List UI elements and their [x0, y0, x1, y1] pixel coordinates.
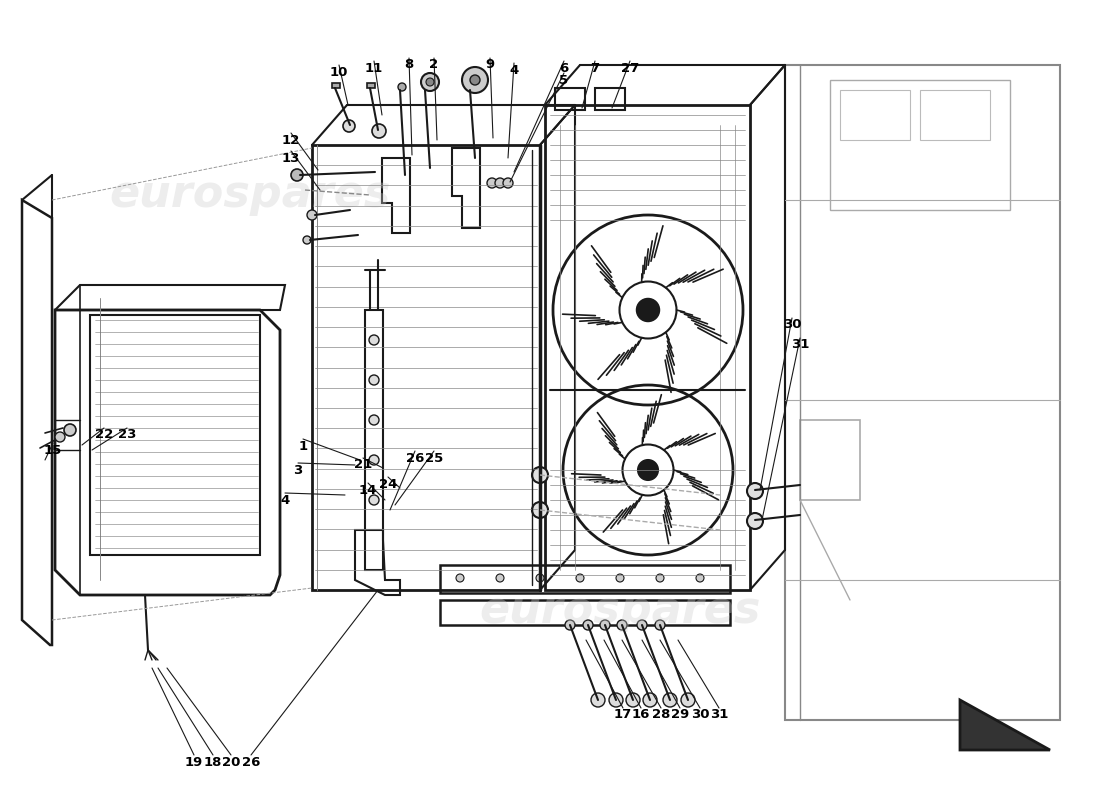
Text: 10: 10 — [330, 66, 349, 78]
Bar — [367, 83, 375, 88]
Circle shape — [616, 574, 624, 582]
Bar — [556, 88, 585, 110]
Circle shape — [372, 124, 386, 138]
Text: 30: 30 — [691, 709, 710, 722]
Circle shape — [302, 236, 311, 244]
Circle shape — [495, 178, 505, 188]
Circle shape — [591, 693, 605, 707]
Circle shape — [536, 574, 544, 582]
Circle shape — [583, 620, 593, 630]
Circle shape — [368, 335, 379, 345]
Text: 8: 8 — [405, 58, 414, 71]
Text: 11: 11 — [365, 62, 383, 74]
Bar — [90, 315, 260, 555]
Circle shape — [600, 620, 610, 630]
Text: 2: 2 — [429, 58, 439, 71]
Text: 26: 26 — [406, 451, 425, 465]
Circle shape — [368, 415, 379, 425]
Bar — [365, 310, 383, 570]
Text: 5: 5 — [560, 74, 569, 86]
Polygon shape — [960, 700, 1050, 750]
Circle shape — [654, 620, 666, 630]
Circle shape — [368, 495, 379, 505]
Text: 6: 6 — [560, 62, 569, 74]
Circle shape — [532, 502, 548, 518]
Circle shape — [496, 574, 504, 582]
Text: 1: 1 — [298, 439, 308, 453]
Bar — [800, 420, 860, 500]
Circle shape — [609, 693, 623, 707]
Circle shape — [747, 483, 763, 499]
Text: 12: 12 — [282, 134, 300, 146]
Circle shape — [637, 620, 647, 630]
Bar — [332, 83, 340, 88]
Circle shape — [644, 693, 657, 707]
Circle shape — [681, 693, 695, 707]
Text: 15: 15 — [44, 443, 62, 457]
Text: 4: 4 — [509, 63, 518, 77]
Circle shape — [343, 120, 355, 132]
Bar — [544, 105, 750, 590]
Circle shape — [503, 178, 513, 188]
Text: 21: 21 — [354, 458, 372, 471]
Text: eurospares: eurospares — [109, 174, 390, 217]
Circle shape — [532, 467, 548, 483]
Text: 17: 17 — [614, 709, 632, 722]
Text: eurospares: eurospares — [480, 589, 761, 631]
Circle shape — [64, 424, 76, 436]
Text: 26: 26 — [242, 755, 261, 769]
Text: 19: 19 — [185, 755, 204, 769]
Text: 16: 16 — [631, 709, 650, 722]
Text: 22: 22 — [95, 429, 113, 442]
Text: 31: 31 — [710, 709, 728, 722]
Text: 20: 20 — [222, 755, 240, 769]
Text: 28: 28 — [652, 709, 670, 722]
Circle shape — [663, 693, 676, 707]
Text: 14: 14 — [359, 483, 377, 497]
Text: 29: 29 — [671, 709, 689, 722]
Text: 25: 25 — [425, 451, 443, 465]
Circle shape — [55, 432, 65, 442]
Circle shape — [565, 620, 575, 630]
Circle shape — [656, 574, 664, 582]
Text: 3: 3 — [294, 463, 302, 477]
Circle shape — [747, 513, 763, 529]
Circle shape — [626, 693, 640, 707]
Bar — [312, 145, 540, 590]
Text: 4: 4 — [280, 494, 289, 506]
Text: 31: 31 — [791, 338, 810, 351]
Circle shape — [617, 620, 627, 630]
Text: 7: 7 — [591, 62, 600, 74]
Circle shape — [696, 574, 704, 582]
Bar — [440, 565, 730, 593]
Circle shape — [576, 574, 584, 582]
Text: 13: 13 — [282, 151, 300, 165]
Text: 30: 30 — [783, 318, 801, 331]
Bar — [595, 88, 625, 110]
Circle shape — [637, 298, 659, 322]
Circle shape — [307, 210, 317, 220]
Bar — [920, 90, 990, 140]
Circle shape — [487, 178, 497, 188]
Bar — [840, 90, 910, 140]
Circle shape — [368, 375, 379, 385]
Circle shape — [426, 78, 434, 86]
Circle shape — [638, 460, 658, 480]
Circle shape — [470, 75, 480, 85]
Text: 27: 27 — [620, 62, 639, 74]
Text: 18: 18 — [204, 755, 222, 769]
Text: 24: 24 — [378, 478, 397, 490]
Circle shape — [368, 455, 379, 465]
Bar — [440, 600, 730, 625]
Circle shape — [462, 67, 488, 93]
Circle shape — [421, 73, 439, 91]
Text: 9: 9 — [485, 58, 495, 71]
Circle shape — [292, 169, 302, 181]
Circle shape — [398, 83, 406, 91]
Text: 23: 23 — [118, 429, 136, 442]
Bar — [830, 80, 1010, 210]
Circle shape — [456, 574, 464, 582]
